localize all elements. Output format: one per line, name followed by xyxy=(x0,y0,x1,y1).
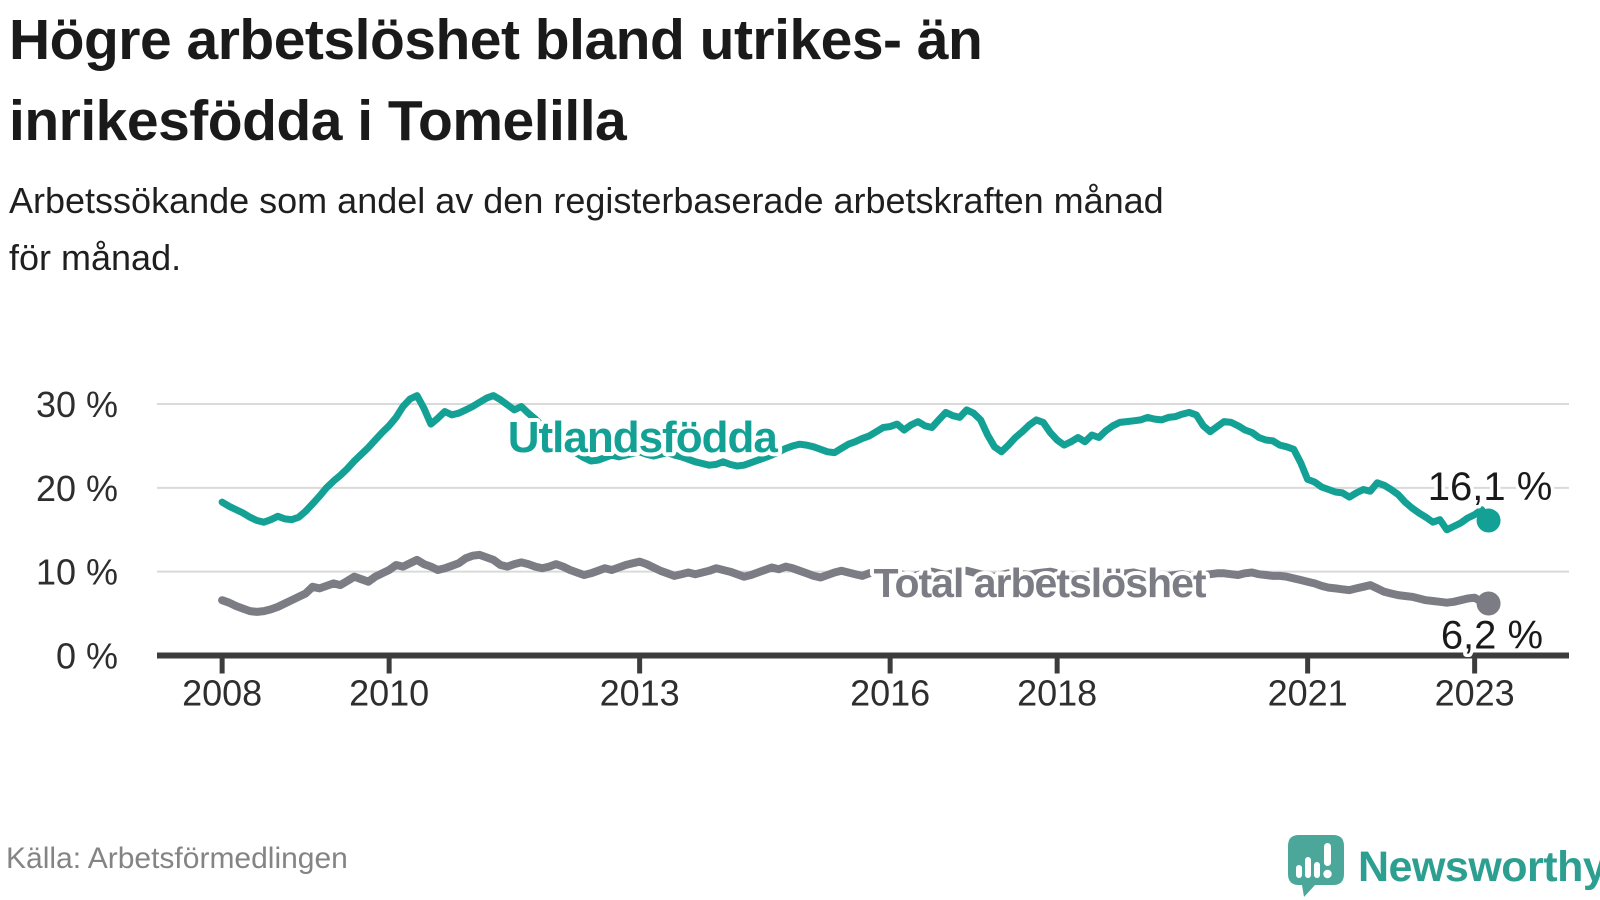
labels-utlandsf-dda: Utlandsfödda 16,1 % xyxy=(504,409,1556,513)
newsworthy-logo: Newsworthy xyxy=(1288,835,1600,898)
series-label-utlandsf-dda: Utlandsfödda xyxy=(508,413,779,462)
chart-subtitle: Arbetssökande som andel av den registerb… xyxy=(9,180,1164,278)
newsworthy-logo-icon xyxy=(1288,835,1344,897)
series-utlandsf-dda xyxy=(218,392,1501,534)
labels-total-arbetsl-shet: Total arbetslöshet 6,2 % xyxy=(869,556,1546,661)
line-total-arbetsl-shet xyxy=(218,550,1493,616)
source-attribution: Källa: Arbetsförmedlingen xyxy=(6,842,348,875)
gridlines xyxy=(157,403,1569,573)
end-dot-total-arbetsl-shet xyxy=(1476,591,1501,616)
x-axis: 2008 2010 2013 2016 2018 2021 2023 xyxy=(157,652,1569,714)
x-tick-label-2016: 2016 xyxy=(850,673,930,714)
y-tick-label-0: 0 % xyxy=(56,636,118,677)
x-tick-label-2021: 2021 xyxy=(1268,673,1348,714)
y-tick-label-30: 30 % xyxy=(36,384,118,425)
end-value-label-utlandsf-dda: 16,1 % xyxy=(1428,465,1553,509)
end-value-label-total-arbetsl-shet: 6,2 % xyxy=(1441,613,1543,657)
x-tick-label-2013: 2013 xyxy=(600,673,680,714)
end-dot-utlandsf-dda xyxy=(1476,508,1501,533)
newsworthy-logo-text: Newsworthy xyxy=(1358,843,1600,891)
y-tick-label-10: 10 % xyxy=(36,552,118,593)
x-tick-label-2010: 2010 xyxy=(349,673,429,714)
x-tick-label-2023: 2023 xyxy=(1435,673,1515,714)
page-title: Högre arbetslöshet bland utrikes- än inr… xyxy=(9,8,983,153)
y-axis-labels: 0 % 10 % 20 % 30 % xyxy=(36,384,118,677)
line-utlandsf-dda xyxy=(218,392,1493,534)
y-tick-label-20: 20 % xyxy=(36,468,118,509)
series-total-arbetsl-shet xyxy=(218,550,1501,616)
x-tick-label-2008: 2008 xyxy=(182,673,262,714)
x-tick-label-2018: 2018 xyxy=(1017,673,1097,714)
series-label-total-arbetsl-shet: Total arbetslöshet xyxy=(873,560,1206,606)
